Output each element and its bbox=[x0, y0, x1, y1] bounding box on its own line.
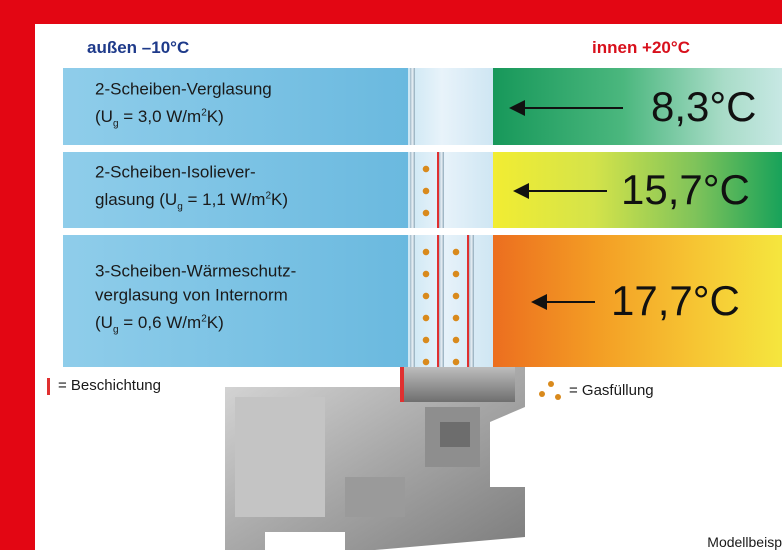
coating-legend-label: = Beschichtung bbox=[58, 377, 161, 394]
gas-filling bbox=[417, 235, 435, 367]
u-value-sub: g bbox=[177, 201, 183, 213]
inside-temperature-box: 8,3°C bbox=[493, 68, 782, 145]
gas-filling bbox=[447, 235, 465, 367]
glazing-row-double: 2-Scheiben-Verglasung (Ug = 3,0 W/m2K) 8… bbox=[63, 68, 782, 145]
u-value-sub: g bbox=[112, 118, 119, 130]
glazing-description: 3-Scheiben-Wärmeschutz- verglasung von I… bbox=[95, 259, 405, 342]
surface-temperature: 17,7°C bbox=[611, 277, 740, 324]
glass-section-insulating bbox=[408, 152, 493, 228]
glazing-name: 2-Scheiben-Verglasung bbox=[95, 78, 272, 98]
glazing-name: 3-Scheiben-Wärmeschutz- bbox=[95, 261, 297, 281]
surface-temperature: 8,3°C bbox=[651, 82, 757, 130]
glazing-description-box: 2-Scheiben-Verglasung (Ug = 3,0 W/m2K) bbox=[63, 68, 408, 145]
coating-mark-icon bbox=[47, 377, 50, 395]
gas-legend-label: = Gasfüllung bbox=[569, 381, 654, 399]
u-value-prefix: (U bbox=[95, 313, 113, 333]
glass-section-triple bbox=[408, 235, 493, 367]
glazing-description-box: 2-Scheiben-Isoliever- glasung (Ug = 1,1 … bbox=[63, 152, 408, 228]
coating-line bbox=[467, 235, 469, 367]
glass-pane bbox=[410, 235, 415, 367]
u-value-sup: 2 bbox=[265, 190, 272, 202]
coating-line bbox=[437, 152, 439, 228]
glass-pane bbox=[410, 152, 415, 228]
gas-filling bbox=[417, 152, 435, 228]
frame-chamber-inner bbox=[440, 422, 470, 447]
gas-legend: = Gasfüllung bbox=[539, 379, 654, 403]
glazing-row-triple: 3-Scheiben-Wärmeschutz- verglasung von I… bbox=[63, 235, 782, 367]
glass-pane bbox=[410, 68, 415, 145]
inside-temperature-box: 15,7°C bbox=[493, 152, 782, 228]
coating-legend: = Beschichtung bbox=[47, 377, 161, 395]
outside-temperature-header: außen –10°C bbox=[87, 38, 190, 57]
frame-chamber bbox=[345, 477, 405, 517]
glazing-name: 2-Scheiben-Isoliever- bbox=[95, 162, 256, 182]
glazing-name-continued: verglasung von Internorm bbox=[95, 285, 288, 305]
sash-top bbox=[400, 367, 515, 402]
inside-temperature-header: innen +20°C bbox=[592, 38, 690, 57]
glass-pane bbox=[439, 235, 444, 367]
glazing-description: 2-Scheiben-Verglasung (Ug = 3,0 W/m2K) bbox=[95, 77, 405, 136]
u-value-sup: 2 bbox=[201, 313, 207, 325]
glass-section-double bbox=[408, 68, 493, 145]
inside-temperature-box: 17,7°C bbox=[493, 235, 782, 367]
u-value-unit: K) bbox=[206, 106, 224, 126]
u-value-text: = 0,6 W/m bbox=[118, 313, 202, 333]
u-value-sub: g bbox=[112, 324, 119, 336]
u-value-unit: K) bbox=[271, 190, 289, 210]
diagram-panel: außen –10°C innen +20°C 2-Scheiben-Vergl… bbox=[35, 24, 782, 550]
u-value-text: = 3,0 W/m bbox=[118, 106, 202, 126]
glass-pane bbox=[439, 152, 444, 228]
u-value-sup: 2 bbox=[201, 106, 207, 118]
frame-outer-face bbox=[235, 397, 325, 517]
surface-temperature: 15,7°C bbox=[621, 166, 750, 213]
coating-line bbox=[437, 235, 439, 367]
model-example-note: Modellbeisp bbox=[707, 534, 782, 550]
glazing-description: 2-Scheiben-Isoliever- glasung (Ug = 1,1 … bbox=[95, 160, 405, 219]
u-value-prefix: glasung (U bbox=[95, 190, 178, 210]
heat-arrow bbox=[531, 294, 595, 310]
heat-arrow bbox=[509, 99, 623, 116]
coating-line bbox=[400, 367, 404, 402]
glazing-row-insulating: 2-Scheiben-Isoliever- glasung (Ug = 1,1 … bbox=[63, 152, 782, 228]
heat-arrow bbox=[513, 183, 607, 199]
gas-dots-icon bbox=[539, 379, 563, 403]
glazing-description-box: 3-Scheiben-Wärmeschutz- verglasung von I… bbox=[63, 235, 408, 367]
u-value-prefix: (U bbox=[95, 106, 113, 126]
u-value-unit: K) bbox=[206, 313, 224, 333]
glass-pane bbox=[469, 235, 474, 367]
window-frame-illustration bbox=[225, 367, 525, 550]
u-value-text: = 1,1 W/m bbox=[182, 190, 266, 210]
